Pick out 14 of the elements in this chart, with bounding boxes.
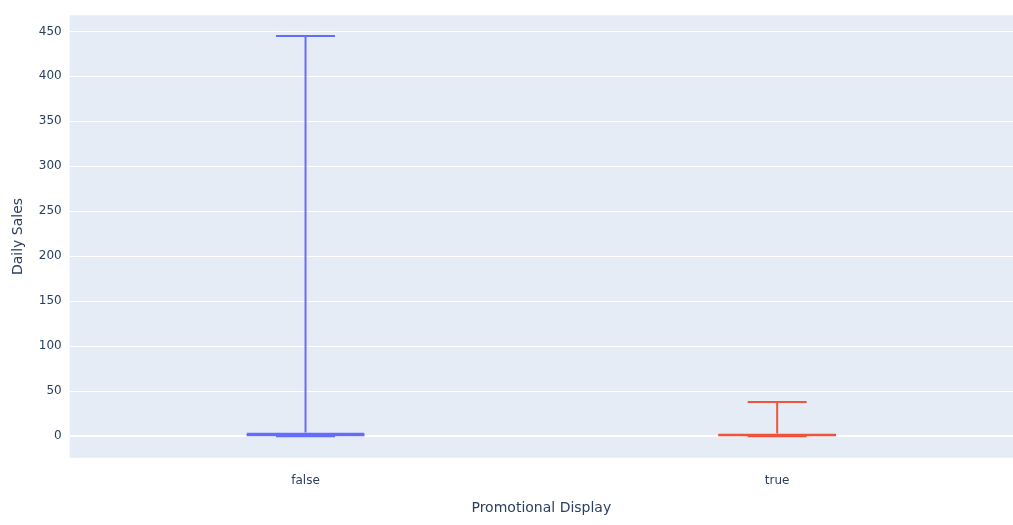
x-tick-label: false: [291, 473, 320, 488]
y-tick-label: 300: [38, 158, 62, 173]
y-tick-label: 100: [38, 338, 62, 353]
y-tick-label: 250: [38, 203, 62, 218]
y-tick-label: 200: [38, 248, 62, 263]
x-tick-label: true: [764, 473, 790, 488]
y-tick-label: 0: [54, 428, 62, 443]
y-tick-label: 150: [38, 293, 62, 308]
x-axis-title: Promotional Display: [471, 499, 612, 516]
y-tick-label: 450: [38, 23, 62, 38]
y-axis-title: Daily Sales: [9, 197, 26, 276]
y-tick-label: 350: [38, 113, 62, 128]
y-tick-label: 400: [38, 68, 62, 83]
y-tick-label: 50: [46, 383, 62, 398]
